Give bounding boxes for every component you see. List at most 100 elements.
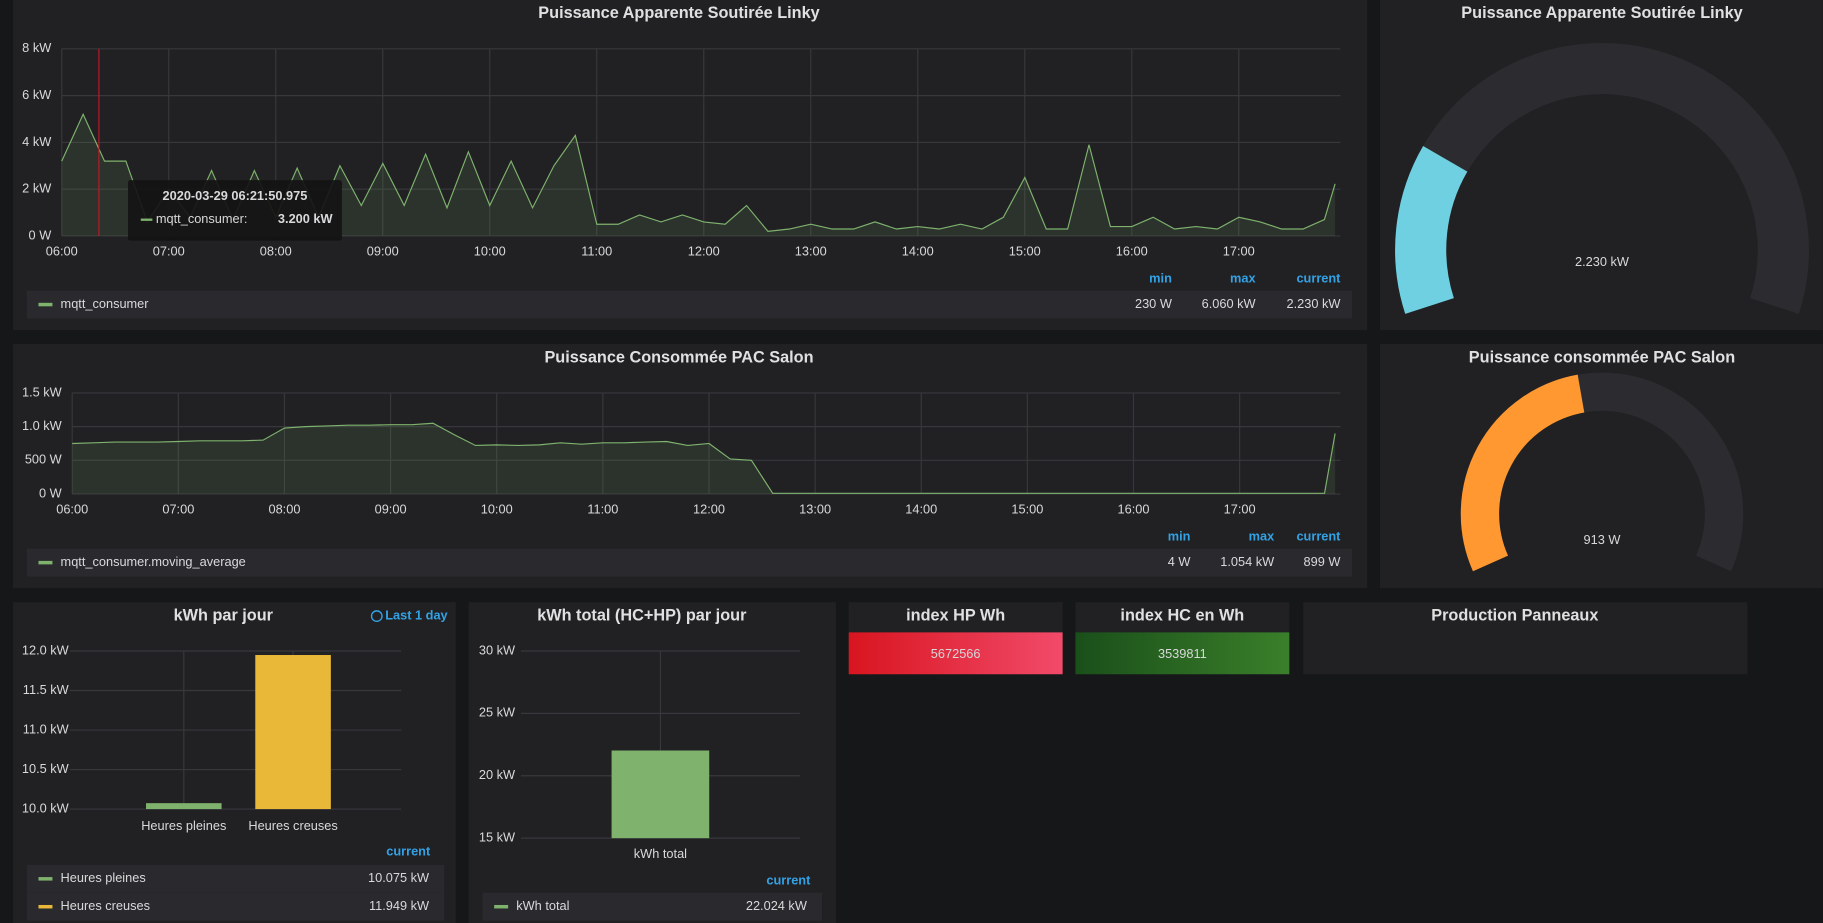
x-tick-label: 12:00	[693, 502, 725, 517]
legend-swatch	[38, 877, 53, 881]
x-tick-label: 16:00	[1116, 244, 1148, 259]
tooltip	[127, 180, 342, 241]
tooltip-time: 2020-03-29 06:21:50.975	[163, 188, 308, 203]
legend-value: 11.949 kW	[369, 898, 429, 913]
legend-stat: 6.060 kW	[1202, 296, 1256, 311]
legend-header: min	[1168, 528, 1191, 543]
x-tick-label: 13:00	[795, 244, 827, 259]
legend-header: current	[766, 873, 811, 888]
time-shift: Last 1 day	[385, 607, 448, 622]
y-tick-label: 12.0 kW	[22, 642, 69, 657]
legend-stat: 2.230 kW	[1287, 296, 1341, 311]
gauge-label: 2.230 kW	[1575, 254, 1629, 269]
legend-row	[26, 892, 445, 921]
panel	[12, 0, 1368, 331]
legend-name: mqtt_consumer.moving_average	[61, 554, 246, 569]
legend-header: max	[1249, 528, 1275, 543]
x-tick-label: 15:00	[1009, 244, 1041, 259]
legend-row	[26, 290, 1353, 319]
legend-name: Heures pleines	[61, 870, 146, 885]
stat-background	[848, 632, 1063, 675]
legend-header: min	[1149, 270, 1172, 285]
legend-row	[26, 864, 445, 893]
panel-title: kWh par jour	[174, 606, 274, 624]
x-tick-label: 16:00	[1118, 502, 1150, 517]
x-tick-label: 14:00	[905, 502, 937, 517]
y-tick-label: 500 W	[25, 452, 62, 467]
legend-swatch	[38, 302, 53, 307]
y-tick-label: 15 kW	[479, 830, 515, 845]
legend-name: mqtt_consumer	[61, 296, 150, 311]
y-tick-label: 6 kW	[22, 87, 51, 102]
legend-header: max	[1230, 270, 1256, 285]
x-tick-label: 07:00	[153, 244, 185, 259]
stat-value: 3539811	[1158, 646, 1207, 661]
clock-icon	[370, 610, 383, 623]
bar	[146, 803, 222, 810]
x-tick-label: Heures pleines	[141, 818, 226, 833]
panel	[12, 344, 1368, 589]
x-tick-label: 14:00	[902, 244, 934, 259]
x-tick-label: 13:00	[799, 502, 831, 517]
x-tick-label: 10:00	[474, 244, 506, 259]
x-tick-label: 09:00	[375, 502, 407, 517]
y-tick-label: 1.0 kW	[22, 418, 62, 433]
x-tick-label: 15:00	[1011, 502, 1043, 517]
legend-header: current	[1296, 270, 1341, 285]
y-tick-label: 2 kW	[22, 181, 51, 196]
y-tick-label: 0 W	[39, 485, 62, 500]
legend-value: 22.024 kW	[746, 898, 807, 913]
y-tick-label: 11.0 kW	[23, 721, 69, 736]
panel-title: Puissance Apparente Soutirée Linky	[1461, 4, 1742, 22]
stat-title: index HP Wh	[906, 606, 1005, 624]
panel-title: kWh total (HC+HP) par jour	[537, 606, 747, 624]
series-line	[72, 422, 1336, 494]
panel-title: Puissance Consommée PAC Salon	[544, 348, 813, 366]
legend-name: Heures creuses	[61, 898, 150, 913]
legend-value: 10.075 kW	[368, 870, 429, 885]
legend-stat: 899 W	[1304, 554, 1341, 569]
y-tick-label: 8 kW	[22, 40, 51, 55]
x-tick-label: Heures creuses	[248, 818, 337, 833]
stat-value: 5672566	[931, 646, 981, 661]
series-area	[72, 423, 1336, 495]
panel-title: Production Panneaux	[1431, 606, 1598, 624]
stat-background	[1075, 632, 1290, 675]
legend-name: kWh total	[516, 898, 569, 913]
x-tick-label: 08:00	[260, 244, 292, 259]
stat-title: index HC en Wh	[1120, 606, 1244, 624]
legend-header: current	[386, 843, 431, 858]
bar	[611, 750, 710, 839]
y-tick-label: 25 kW	[479, 705, 515, 720]
y-tick-label: 30 kW	[479, 642, 515, 657]
panel	[1303, 602, 1748, 675]
y-tick-label: 11.5 kW	[23, 682, 69, 697]
legend-stat: 4 W	[1168, 554, 1191, 569]
gauge-value	[1395, 145, 1468, 314]
legend-header: current	[1296, 528, 1341, 543]
x-tick-label: 17:00	[1224, 502, 1256, 517]
y-tick-label: 20 kW	[479, 767, 515, 782]
x-tick-label: 11:00	[581, 244, 612, 259]
panel-title: Puissance Apparente Soutirée Linky	[538, 4, 819, 22]
tooltip-swatch	[140, 218, 153, 221]
x-tick-label: 06:00	[46, 244, 78, 259]
y-tick-label: 0 W	[29, 227, 52, 242]
x-tick-label: 09:00	[367, 244, 399, 259]
series-area	[61, 114, 1336, 236]
y-tick-label: 1.5 kW	[22, 384, 62, 399]
tooltip-series: mqtt_consumer:	[156, 211, 248, 226]
bar	[255, 655, 331, 810]
x-tick-label: 11:00	[587, 502, 618, 517]
x-tick-label: 10:00	[481, 502, 513, 517]
legend-row	[482, 892, 822, 921]
gauge-value	[1460, 374, 1585, 572]
legend-swatch	[38, 904, 53, 909]
x-tick-label: kWh total	[634, 846, 687, 861]
gauge-label: 913 W	[1584, 532, 1621, 547]
y-tick-label: 4 kW	[22, 134, 51, 149]
legend-swatch	[38, 560, 53, 565]
x-tick-label: 12:00	[688, 244, 720, 259]
legend-swatch	[494, 904, 509, 909]
